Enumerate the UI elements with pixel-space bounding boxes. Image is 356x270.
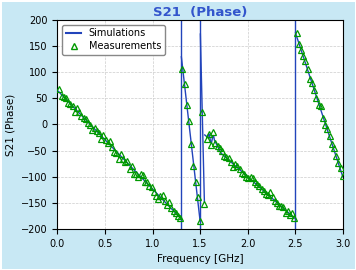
- Y-axis label: S21 (Phase): S21 (Phase): [6, 93, 16, 156]
- X-axis label: Frequency [GHz]: Frequency [GHz]: [157, 254, 244, 264]
- Title: S21  (Phase): S21 (Phase): [153, 6, 247, 19]
- Legend: Simulations, Measurements: Simulations, Measurements: [62, 25, 165, 55]
